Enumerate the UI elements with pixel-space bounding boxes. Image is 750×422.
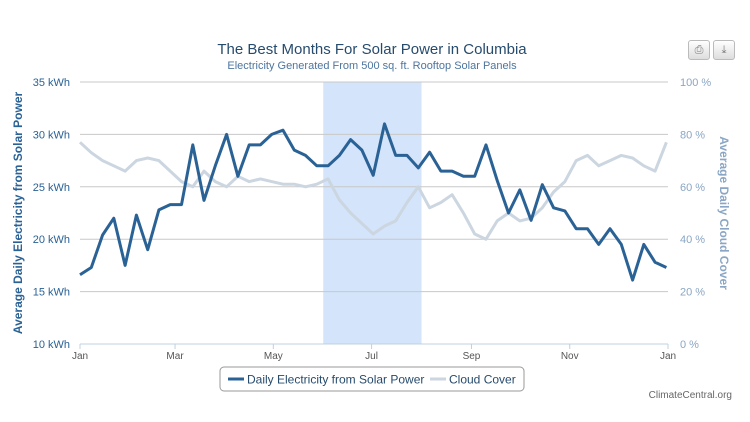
legend-item-cloud[interactable]: Cloud Cover — [430, 373, 516, 387]
right-tick-label: 0 % — [680, 339, 699, 351]
left-axis-title: Average Daily Electricity from Solar Pow… — [11, 92, 25, 335]
legend: Daily Electricity from Solar Power Cloud… — [219, 366, 525, 392]
left-tick-label: 15 kWh — [33, 287, 70, 299]
legend-box — [219, 366, 525, 392]
credit-text: ClimateCentral.org — [649, 390, 732, 401]
left-tick-label: 30 kWh — [33, 129, 70, 141]
highlight-band — [323, 82, 422, 344]
right-tick-label: 60 % — [680, 182, 705, 194]
right-axis-title: Average Daily Cloud Cover — [717, 136, 731, 290]
right-tick-label: 80 % — [680, 129, 705, 141]
chart-title: The Best Months For Solar Power in Colum… — [217, 41, 527, 58]
x-tick-label: Jan — [660, 351, 676, 362]
x-tick-label: Nov — [561, 351, 579, 362]
chart-subtitle: Electricity Generated From 500 sq. ft. R… — [227, 60, 517, 72]
left-tick-label: 20 kWh — [33, 234, 70, 246]
x-tick-label: Mar — [166, 351, 184, 362]
right-tick-label: 100 % — [680, 77, 711, 89]
right-tick-label: 20 % — [680, 287, 705, 299]
right-tick-label: 40 % — [680, 234, 705, 246]
x-tick-label: Jan — [72, 351, 88, 362]
print-button[interactable]: ⎙ — [688, 40, 710, 60]
export-button[interactable]: ⤓ — [713, 40, 735, 60]
x-tick-label: Jul — [365, 351, 378, 362]
left-tick-label: 35 kWh — [33, 77, 70, 89]
legend-label-solar: Daily Electricity from Solar Power — [247, 373, 424, 387]
legend-item-solar[interactable]: Daily Electricity from Solar Power — [228, 373, 424, 387]
left-tick-label: 25 kWh — [33, 182, 70, 194]
download-icon: ⤓ — [721, 44, 727, 56]
printer-icon: ⎙ — [694, 44, 704, 56]
x-tick-label: Sep — [463, 351, 481, 362]
legend-label-cloud: Cloud Cover — [449, 373, 516, 387]
left-tick-label: 10 kWh — [33, 339, 70, 351]
x-tick-label: May — [264, 351, 283, 362]
